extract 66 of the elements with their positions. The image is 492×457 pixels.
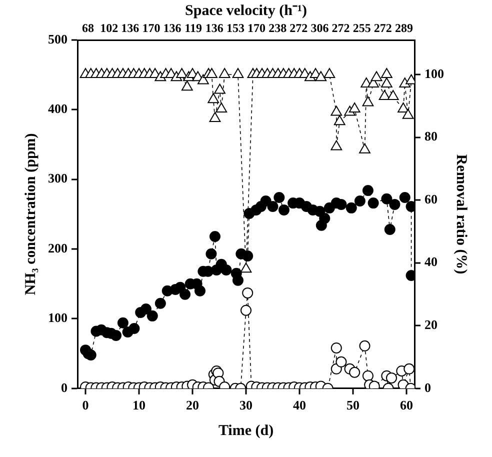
text: 289: [394, 21, 413, 36]
text: 136: [163, 21, 182, 36]
text: 136: [121, 21, 140, 36]
y2-tick-label: 0: [424, 380, 431, 395]
point: [232, 274, 244, 286]
point: [399, 192, 410, 203]
point: [206, 248, 217, 260]
text: 119: [184, 21, 202, 36]
point: [194, 285, 206, 296]
point: [260, 195, 272, 206]
point: [209, 231, 220, 242]
text: 272: [290, 21, 308, 36]
point: [117, 317, 128, 328]
point: [242, 250, 254, 262]
point: [128, 322, 140, 334]
point: [267, 201, 278, 212]
text: 102: [100, 21, 118, 36]
y2-tick-label: 100: [424, 66, 444, 81]
point: [110, 330, 122, 341]
y2-tick-label: 40: [424, 254, 438, 270]
point: [368, 198, 379, 209]
point: [362, 185, 374, 196]
x-tick-label: 50: [346, 398, 360, 413]
x-tick-label: 10: [132, 398, 146, 413]
x-tick-label: 30: [240, 398, 252, 413]
point: [381, 193, 392, 204]
point: [319, 212, 330, 224]
point: [384, 224, 396, 236]
text: 238: [268, 21, 287, 36]
text: 306: [310, 21, 329, 36]
y-tick-label: 0: [61, 380, 68, 395]
point: [346, 202, 357, 214]
x-tick-label: 20: [186, 398, 200, 413]
point: [389, 198, 400, 210]
point: [146, 310, 158, 322]
x-tick-label: 60: [400, 398, 413, 413]
point: [180, 288, 191, 300]
y2-tick-label: 80: [424, 128, 438, 144]
point: [274, 192, 285, 203]
point: [140, 303, 152, 314]
text: 272: [332, 21, 350, 36]
y-tick-label: 400: [48, 101, 68, 116]
point: [85, 349, 96, 360]
text: 170: [142, 21, 160, 36]
x-tick-label: 40: [292, 398, 306, 413]
y2-axis-title: Removal ratio (%): [453, 154, 470, 274]
y-tick-label: 500: [48, 31, 68, 46]
x2-axis-title: Space velocity (h⁻¹): [185, 2, 307, 19]
text: 255: [352, 21, 371, 36]
text: 272: [374, 21, 392, 36]
y-tick-label: 300: [48, 170, 68, 186]
point: [154, 298, 166, 309]
x-axis-title: Time (d): [218, 422, 274, 439]
text: 153: [226, 21, 244, 36]
y2-tick-label: 20: [424, 316, 438, 332]
y2-tick-label: 60: [424, 191, 438, 206]
y-tick-label: 100: [48, 310, 68, 326]
text: 136: [205, 21, 224, 36]
x-tick-label: 0: [82, 398, 89, 413]
point: [278, 204, 290, 216]
y-tick-label: 200: [48, 240, 68, 256]
point: [220, 264, 232, 276]
text: 170: [248, 21, 266, 36]
y-axis-title: NH₃ concentration (ppm): [22, 133, 39, 296]
point: [354, 195, 366, 206]
text: 68: [82, 21, 94, 36]
